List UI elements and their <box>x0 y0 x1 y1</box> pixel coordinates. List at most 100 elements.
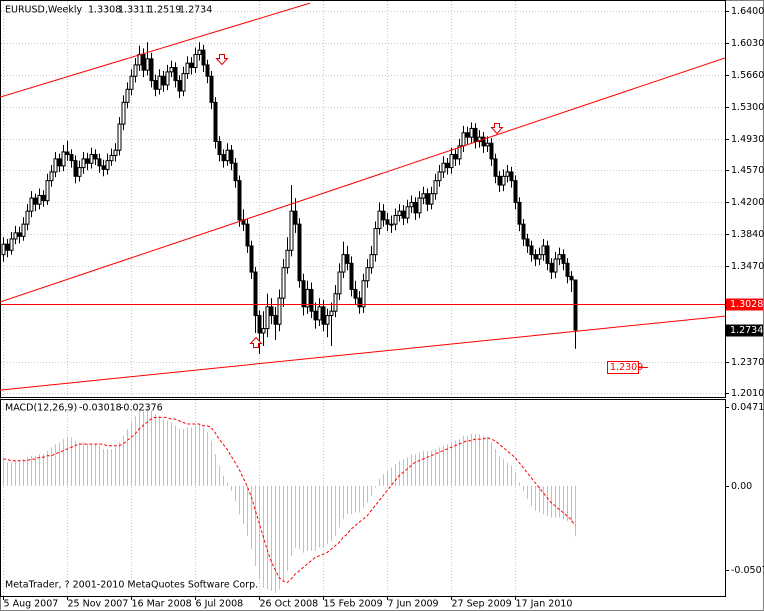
candle-body <box>69 154 74 162</box>
candle-body <box>441 162 446 173</box>
candle-body <box>33 197 38 205</box>
candle-body <box>81 158 86 169</box>
candle-body <box>77 167 82 177</box>
candle-body <box>573 279 578 331</box>
last-low: 1.2519 <box>148 5 181 16</box>
x-tick-label: 27 Sep 2009 <box>452 599 512 610</box>
candle-body <box>377 210 382 230</box>
candle-body <box>193 53 198 69</box>
candle-body <box>461 132 466 147</box>
candle-body <box>389 223 394 226</box>
candle-body <box>161 75 166 86</box>
candle-body <box>53 158 58 173</box>
level-label: 1.3028 <box>730 299 763 310</box>
y-tick-label: 1.2370 <box>731 357 764 368</box>
candle-body <box>89 154 94 164</box>
candle-body <box>533 254 538 260</box>
candle-body <box>565 262 570 277</box>
candle-body <box>65 151 70 156</box>
x-tick-label: 15 Feb 2009 <box>324 599 383 610</box>
candle-body <box>101 165 106 170</box>
candle-body <box>273 315 278 325</box>
candle-body <box>249 245 254 273</box>
y-tick-label: 1.6030 <box>731 38 764 49</box>
last-high: 1.3311 <box>118 5 151 16</box>
candle-body <box>505 171 510 177</box>
candle-body <box>97 158 102 167</box>
candle-body <box>13 232 18 240</box>
candle-body <box>105 160 110 170</box>
candle-body <box>209 75 214 103</box>
candle-body <box>357 297 362 308</box>
candle-body <box>293 210 298 225</box>
candle-body <box>141 53 146 71</box>
candle-body <box>109 154 114 162</box>
candle-body <box>325 315 330 325</box>
candle-body <box>361 280 366 308</box>
x-tick-label: 7 Jun 2009 <box>388 599 439 610</box>
candle-body <box>317 306 322 321</box>
candle-body <box>93 154 98 160</box>
candle-body <box>465 132 470 138</box>
candle-body <box>133 64 138 77</box>
candle-body <box>85 158 90 164</box>
candle-body <box>137 53 142 66</box>
candle-body <box>197 49 202 55</box>
candle-body <box>385 219 390 225</box>
macd-title: MACD(12,26,9) <box>5 403 77 414</box>
candle-body <box>497 175 502 186</box>
y-tick-label: 1.3470 <box>731 261 764 272</box>
candle-body <box>493 158 498 177</box>
candle-body <box>537 254 542 260</box>
candle-body <box>253 271 258 317</box>
candle-body <box>513 180 518 203</box>
x-tick-label: 16 Mar 2008 <box>132 599 192 610</box>
candle-body <box>425 193 430 205</box>
candle-body <box>113 149 118 156</box>
candle-body <box>21 223 26 237</box>
candle-body <box>5 243 10 251</box>
y-tick-label: 1.4570 <box>731 165 764 176</box>
candle-body <box>145 58 150 71</box>
candle-body <box>449 154 454 169</box>
candle-body <box>301 280 306 308</box>
candle-body <box>381 210 386 221</box>
sell-arrow <box>215 54 229 66</box>
candle-body <box>157 75 162 90</box>
sell-arrow <box>490 123 504 135</box>
candle-body <box>217 140 222 156</box>
candle-body <box>569 275 574 281</box>
y-tick-label: 1.4200 <box>731 197 764 208</box>
trend-line <box>0 57 725 303</box>
candle-body <box>345 254 350 264</box>
candle-body <box>477 136 482 142</box>
candle-body <box>353 288 358 299</box>
candle-body <box>365 267 370 282</box>
candle-body <box>341 254 346 273</box>
candle-body <box>201 49 206 66</box>
candle-body <box>557 254 562 260</box>
candle-body <box>45 180 50 202</box>
candle-body <box>517 201 522 225</box>
y-tick-label: -0.05071 <box>731 565 764 576</box>
y-tick-label: 1.6400 <box>731 6 764 17</box>
candle-body <box>37 194 42 205</box>
macd-main-value: -0.03018 <box>79 403 122 414</box>
candle-body <box>289 210 294 251</box>
candle-body <box>485 142 490 147</box>
y-tick-label: 1.4930 <box>731 134 764 145</box>
candle-body <box>313 310 318 321</box>
candle-body <box>125 88 130 103</box>
candle-body <box>417 197 422 214</box>
candle-body <box>489 142 494 160</box>
candle-body <box>121 101 126 125</box>
candle-body <box>545 245 550 264</box>
candle-body <box>413 201 418 214</box>
candle-body <box>9 238 14 251</box>
candle-body <box>393 214 398 225</box>
y-tick-label: 1.5660 <box>731 70 764 81</box>
y-tick-label: 1.2010 <box>731 388 764 399</box>
level-label-box <box>726 298 763 311</box>
candle-body <box>525 238 530 247</box>
